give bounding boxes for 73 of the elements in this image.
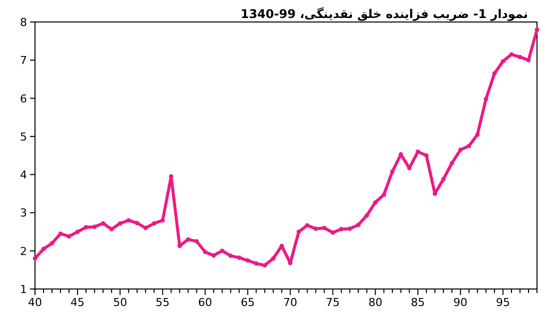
point xyxy=(458,148,463,152)
x-tick-label: 90 xyxy=(453,296,468,309)
point xyxy=(254,261,258,266)
point xyxy=(237,256,242,260)
x-tick-label: 95 xyxy=(496,296,510,309)
point xyxy=(484,96,488,102)
point xyxy=(58,231,63,236)
x-tick-label: 65 xyxy=(240,296,255,309)
point xyxy=(356,222,361,228)
point xyxy=(373,200,378,205)
x-tick-label: 75 xyxy=(326,296,340,309)
point xyxy=(92,224,97,230)
point xyxy=(424,153,429,158)
point xyxy=(194,239,199,244)
point xyxy=(509,52,514,57)
point xyxy=(450,160,454,166)
x-tick-label: 85 xyxy=(410,296,425,309)
x-tick-label: 70 xyxy=(283,296,298,309)
y-tick-label: 1 xyxy=(20,283,27,296)
point xyxy=(186,237,190,242)
point xyxy=(322,226,326,230)
x-tick-label: 50 xyxy=(113,296,128,309)
point xyxy=(518,54,522,60)
point xyxy=(202,250,208,254)
point xyxy=(296,230,301,234)
point xyxy=(118,221,122,226)
x-tick-label: 40 xyxy=(28,296,42,309)
point xyxy=(441,176,446,182)
point xyxy=(152,221,156,226)
x-tick-label: 55 xyxy=(156,296,170,309)
point xyxy=(143,226,148,230)
point xyxy=(330,230,335,235)
point xyxy=(526,58,531,62)
point xyxy=(314,226,318,231)
point xyxy=(271,256,276,261)
point xyxy=(492,71,497,76)
point xyxy=(348,226,352,231)
point xyxy=(66,234,72,239)
point xyxy=(246,258,250,263)
point xyxy=(382,192,386,197)
point xyxy=(534,27,540,32)
y-tick-label: 5 xyxy=(20,130,27,144)
point xyxy=(220,248,224,254)
point xyxy=(75,230,80,234)
x-tick-label: 60 xyxy=(198,296,212,309)
y-tick-label: 7 xyxy=(20,54,27,68)
point xyxy=(466,144,472,148)
y-tick-label: 3 xyxy=(20,206,27,220)
x-tick-label: 45 xyxy=(70,296,85,309)
point xyxy=(475,132,480,137)
point xyxy=(84,225,88,230)
point xyxy=(100,221,106,226)
x-tick-label: 80 xyxy=(368,296,382,309)
point xyxy=(126,218,131,223)
point xyxy=(500,59,506,64)
point xyxy=(416,149,420,154)
y-tick-label: 4 xyxy=(20,168,27,182)
point xyxy=(228,254,233,258)
point xyxy=(390,169,395,174)
point xyxy=(211,253,216,258)
point xyxy=(160,218,165,223)
point xyxy=(50,241,54,246)
y-tick-label: 6 xyxy=(20,92,27,106)
point xyxy=(262,263,267,268)
point xyxy=(109,226,114,232)
y-tick-label: 8 xyxy=(20,16,27,29)
y-tick-label: 2 xyxy=(20,244,27,258)
point xyxy=(41,246,46,252)
point xyxy=(134,220,140,226)
point xyxy=(305,223,310,228)
point xyxy=(364,213,370,218)
chart-title: نمودار 1- ضریب فزاینده خلق نقدینگی، 99-1340 xyxy=(240,7,528,21)
point xyxy=(32,256,38,261)
